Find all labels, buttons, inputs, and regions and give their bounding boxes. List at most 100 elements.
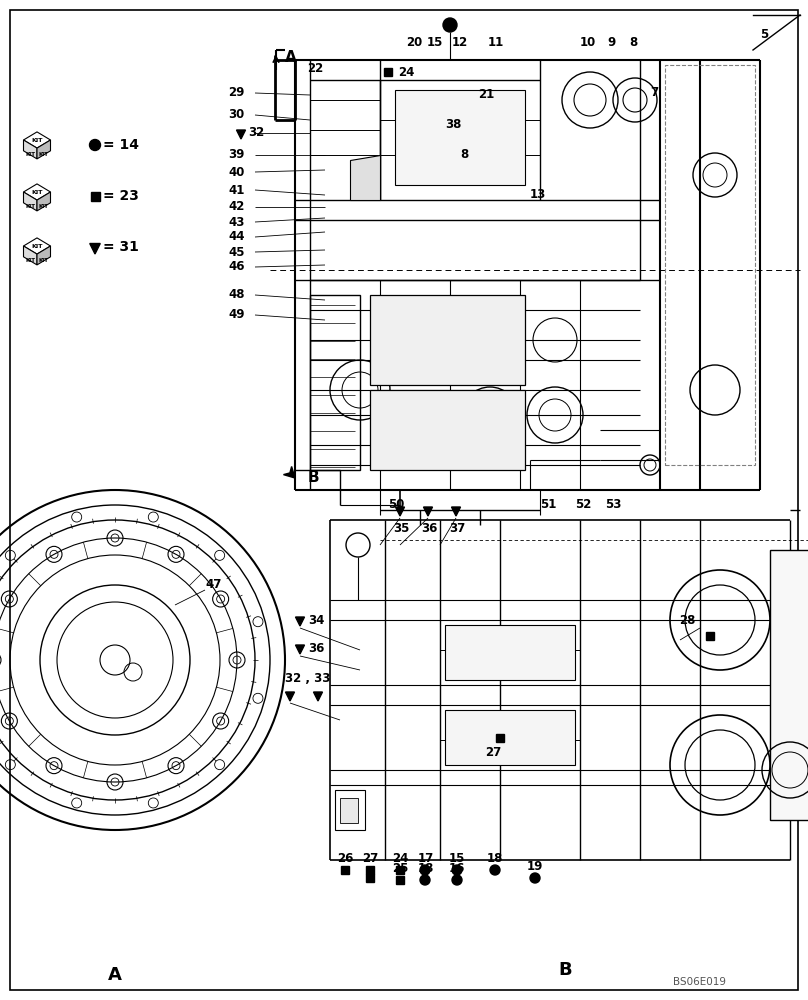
Text: 30: 30	[228, 108, 244, 121]
Text: 35: 35	[393, 522, 410, 534]
Text: 27: 27	[485, 746, 501, 758]
Bar	[366, 874, 374, 882]
Text: 47: 47	[205, 578, 221, 591]
Circle shape	[90, 139, 100, 150]
Polygon shape	[23, 192, 37, 211]
Bar	[90, 192, 99, 200]
Text: KIT: KIT	[25, 258, 36, 263]
Bar	[366, 866, 374, 874]
Text: KIT: KIT	[39, 204, 48, 209]
Text: KIT: KIT	[32, 190, 43, 194]
Polygon shape	[237, 130, 246, 139]
Text: 20: 20	[406, 35, 423, 48]
Polygon shape	[23, 238, 50, 254]
Text: A: A	[108, 966, 122, 984]
Text: 49: 49	[228, 308, 245, 322]
Polygon shape	[37, 246, 50, 265]
Circle shape	[490, 865, 500, 875]
Text: 24: 24	[392, 852, 408, 864]
Polygon shape	[395, 507, 405, 516]
Text: 50: 50	[388, 498, 404, 512]
Polygon shape	[296, 617, 305, 626]
Text: 17: 17	[418, 852, 434, 864]
Polygon shape	[37, 192, 50, 211]
Polygon shape	[423, 507, 432, 516]
Text: 32: 32	[248, 126, 264, 139]
Text: 11: 11	[488, 35, 504, 48]
Polygon shape	[23, 132, 50, 148]
Text: = 31: = 31	[103, 240, 139, 254]
Circle shape	[420, 875, 430, 885]
Text: 27: 27	[362, 852, 378, 864]
Circle shape	[443, 18, 457, 32]
Text: 13: 13	[530, 188, 546, 202]
Text: = 23: = 23	[103, 189, 139, 203]
Text: 40: 40	[228, 165, 244, 178]
Text: 52: 52	[575, 498, 591, 512]
Circle shape	[420, 865, 430, 875]
Text: 38: 38	[445, 118, 461, 131]
Bar	[445, 710, 575, 765]
Text: 9: 9	[607, 35, 615, 48]
Bar	[335, 790, 365, 830]
Polygon shape	[23, 246, 37, 265]
Text: 51: 51	[540, 498, 557, 512]
Text: 10: 10	[580, 35, 596, 48]
Text: 53: 53	[605, 498, 621, 512]
Text: KIT: KIT	[32, 137, 43, 142]
Text: 22: 22	[307, 62, 323, 75]
Text: 12: 12	[452, 35, 469, 48]
Circle shape	[452, 865, 462, 875]
Text: KIT: KIT	[39, 258, 48, 263]
Text: 25: 25	[392, 861, 408, 874]
Text: 48: 48	[228, 288, 245, 302]
Text: 36: 36	[308, 642, 324, 654]
Bar	[384, 68, 392, 76]
Bar	[370, 390, 525, 470]
Bar	[395, 90, 525, 185]
Text: KIT: KIT	[32, 243, 43, 248]
Text: KIT: KIT	[39, 152, 48, 157]
Bar	[445, 625, 575, 680]
Polygon shape	[296, 645, 305, 654]
Text: 21: 21	[478, 89, 494, 102]
Text: 45: 45	[228, 245, 245, 258]
Bar	[341, 866, 349, 874]
Polygon shape	[314, 692, 322, 701]
Text: 32 , 33: 32 , 33	[285, 672, 330, 684]
Text: 39: 39	[228, 148, 244, 161]
Bar	[396, 866, 404, 874]
Bar	[496, 734, 504, 742]
Circle shape	[452, 875, 462, 885]
Bar	[706, 632, 714, 640]
Text: 37: 37	[449, 522, 465, 534]
Bar	[665, 65, 755, 465]
Text: 41: 41	[228, 184, 244, 196]
Text: 15: 15	[427, 35, 444, 48]
Text: 44: 44	[228, 231, 245, 243]
Text: KIT: KIT	[25, 152, 36, 157]
Text: 34: 34	[308, 613, 324, 626]
Bar	[310, 295, 360, 470]
Text: 7: 7	[650, 86, 659, 99]
Text: 28: 28	[679, 613, 695, 626]
Text: BS06E019: BS06E019	[674, 977, 726, 987]
Polygon shape	[452, 507, 461, 516]
Circle shape	[530, 873, 540, 883]
Polygon shape	[284, 466, 295, 478]
Text: 26: 26	[337, 852, 353, 864]
Text: 24: 24	[398, 66, 415, 79]
Bar	[770, 550, 808, 820]
Text: 16: 16	[449, 861, 465, 874]
Polygon shape	[90, 243, 100, 254]
Text: 43: 43	[228, 216, 244, 229]
Text: 8: 8	[629, 35, 638, 48]
Polygon shape	[350, 155, 380, 200]
Polygon shape	[23, 140, 37, 159]
Text: B: B	[558, 961, 572, 979]
Text: 36: 36	[421, 522, 437, 534]
Text: 18: 18	[487, 852, 503, 864]
Bar	[370, 295, 525, 385]
Text: 29: 29	[228, 87, 244, 100]
Text: B: B	[308, 471, 320, 486]
